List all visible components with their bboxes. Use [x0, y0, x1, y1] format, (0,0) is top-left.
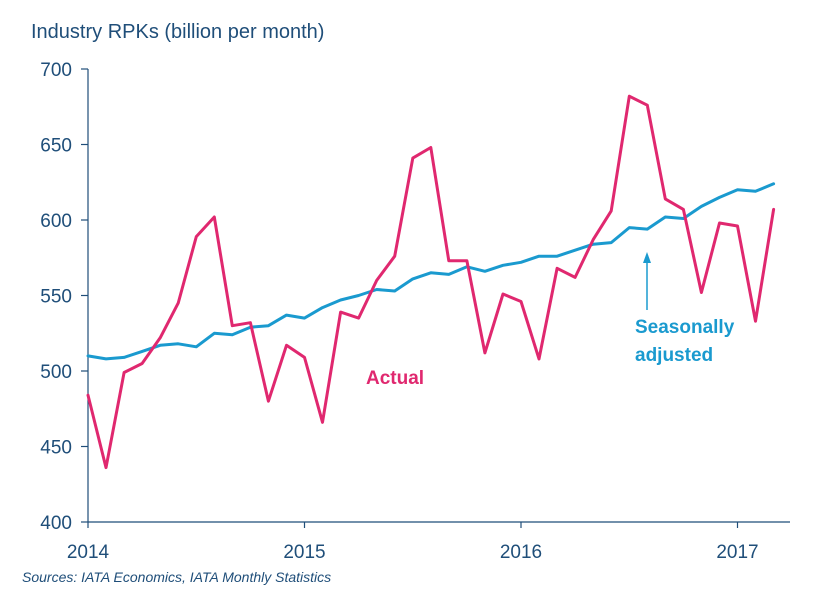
y-tick-label: 450: [40, 438, 72, 459]
annotation-seasonally: Seasonally: [635, 317, 735, 338]
x-tick-label: 2015: [283, 542, 325, 563]
series-line-seasonally-adjusted: [86, 182, 776, 361]
x-tick-label: 2017: [716, 542, 758, 563]
y-tick-label: 550: [40, 287, 72, 308]
annotation-actual: Actual: [366, 368, 424, 389]
x-ticks: 2014 2015 2016 2017: [67, 522, 759, 563]
y-axis-label: Industry RPKs (billion per month): [31, 21, 325, 43]
y-tick-label: 700: [40, 60, 72, 81]
annotations: Actual Seasonally adjusted: [366, 252, 735, 389]
y-tick-label: 650: [40, 136, 72, 157]
source-note: Sources: IATA Economics, IATA Monthly St…: [22, 569, 332, 585]
y-ticks: 400 450 500 550 600 650 700: [40, 60, 88, 534]
x-tick-label: 2014: [67, 542, 110, 563]
annotation-adjusted: adjusted: [635, 345, 713, 366]
x-tick-label: 2016: [500, 542, 542, 563]
annotation-arrow-head: [643, 252, 651, 263]
axes: [87, 69, 790, 523]
series-line-actual: [86, 94, 776, 470]
y-tick-label: 500: [40, 362, 72, 383]
y-tick-label: 600: [40, 211, 72, 232]
y-tick-label: 400: [40, 513, 72, 534]
series-lines: [86, 94, 776, 470]
